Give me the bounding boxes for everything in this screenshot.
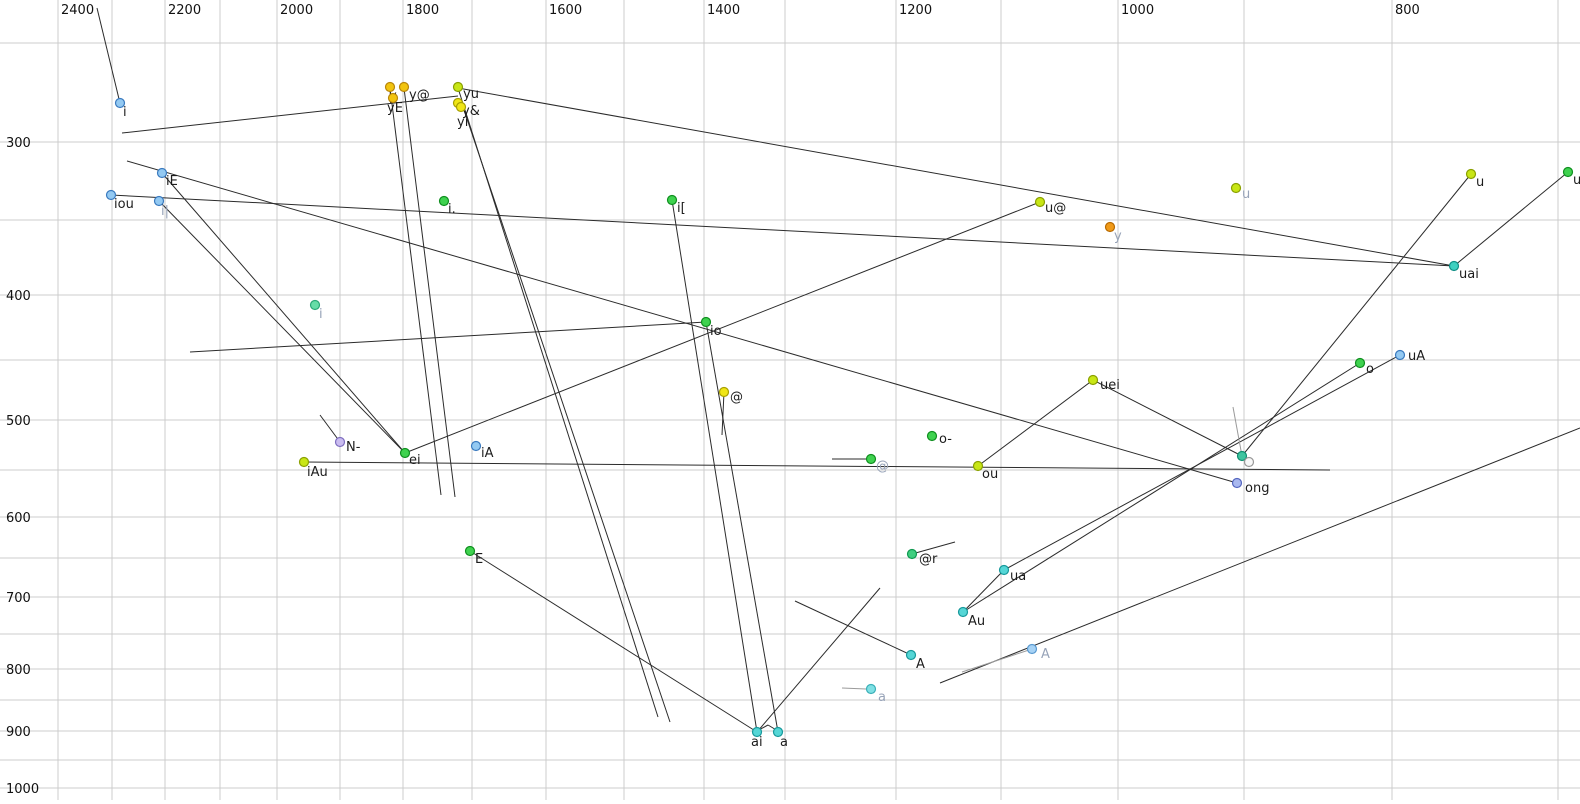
data-point-label-E-34: E	[475, 552, 483, 567]
data-point-label-i-0: i	[123, 105, 127, 120]
data-point-y_-2	[400, 83, 409, 92]
data-point-o-22	[1356, 359, 1365, 368]
y-axis-tick-label-600: 600	[6, 511, 31, 526]
data-point-label-_-20: @	[730, 390, 743, 405]
data-point-i_-11	[668, 196, 677, 205]
data-point-label-iou-8: iou	[114, 197, 134, 212]
data-point-ong-33	[1233, 479, 1242, 488]
x-axis-tick-label-1400: 1400	[707, 3, 740, 18]
data-point-u-14	[1232, 184, 1241, 193]
data-point-label-u_-12: u@	[1045, 201, 1066, 216]
y-axis-tick-label-500: 500	[6, 414, 31, 429]
x-axis-tick-label-1800: 1800	[406, 3, 439, 18]
data-point-E-34	[466, 547, 475, 556]
data-point-label-io-19: io	[710, 324, 722, 339]
data-point-label-iA-29: iA	[481, 446, 494, 461]
data-point-label-i_-9: i|	[161, 204, 169, 219]
x-axis-tick-label-2400: 2400	[61, 3, 94, 18]
data-point-label-uai-17: uai	[1459, 267, 1479, 282]
data-point-label-N_-27: N-	[346, 440, 361, 455]
data-point-label-a-40: a	[878, 690, 886, 705]
data-point-label-ou-26: ou	[982, 467, 998, 482]
data-point-label-ai-41: ai	[751, 735, 763, 750]
data-point-iA-29	[472, 442, 481, 451]
data-point-label-y-13: y	[1114, 229, 1122, 244]
x-axis-tick-label-1000: 1000	[1121, 3, 1154, 18]
data-point-label-a-42: a	[780, 735, 788, 750]
y-axis-tick-label-1000: 1000	[6, 782, 39, 797]
x-axis-tick-label-2200: 2200	[168, 3, 201, 18]
y-axis-tick-label-900: 900	[6, 725, 31, 740]
data-point-_-25	[867, 455, 876, 464]
data-point-label-o_-24: o-	[939, 432, 952, 447]
data-point-Au-37	[959, 608, 968, 617]
data-point-label-i-18: i	[319, 307, 323, 322]
data-point-label-o-22: o	[1366, 362, 1374, 377]
data-point-uei-21	[1089, 376, 1098, 385]
data-point-ua-36	[1000, 566, 1009, 575]
data-point-u_-12	[1036, 198, 1045, 207]
data-point-yi-6	[457, 103, 466, 112]
data-point-label-yu-4: yu	[463, 87, 479, 102]
data-point-label-A-38: A	[916, 657, 925, 672]
data-point-label-ei-28: ei	[409, 453, 421, 468]
data-point-label-u-15: u	[1476, 175, 1484, 190]
data-point-label-u-16: u	[1573, 173, 1580, 188]
data-point-label-uA-23: uA	[1408, 349, 1425, 364]
data-point-label-y_-2: y@	[409, 88, 430, 103]
data-point-uA-23	[1396, 351, 1405, 360]
data-point-uai-17	[1450, 262, 1459, 271]
data-point-u-15	[1467, 170, 1476, 179]
y-axis-tick-label-800: 800	[6, 663, 31, 678]
x-axis-tick-label-2000: 2000	[280, 3, 313, 18]
data-point-yu-4	[454, 83, 463, 92]
data-point-label-iAu-30: iAu	[307, 465, 328, 480]
data-point-label-_r-35: @r	[919, 552, 938, 567]
data-point-label-yi-6: yi	[457, 115, 468, 130]
data-point-label-A-39: A	[1041, 647, 1050, 662]
data-point-A-39	[1028, 645, 1037, 654]
data-point-N_-27	[336, 438, 345, 447]
data-point-label-i_-10: i.	[448, 202, 456, 217]
x-axis-tick-label-1600: 1600	[549, 3, 582, 18]
data-point-_-20	[720, 388, 729, 397]
data-point-label-Au-37: Au	[968, 614, 985, 629]
y-axis-tick-label-300: 300	[6, 136, 31, 151]
y-axis-tick-label-400: 400	[6, 289, 31, 304]
data-point-a-40	[867, 685, 876, 694]
data-point-label-i_-11: i[	[677, 201, 686, 216]
x-axis-tick-label-1200: 1200	[899, 3, 932, 18]
data-point-label-_-25: @	[876, 459, 889, 474]
data-point-u-16	[1564, 168, 1573, 177]
data-point-A-38	[907, 651, 916, 660]
data-point-label-ua-36: ua	[1010, 569, 1026, 584]
data-point-label-u-14: u	[1242, 187, 1250, 202]
y-axis-tick-label-700: 700	[6, 591, 31, 606]
data-point-o_-24	[928, 432, 937, 441]
data-point-label-yE-3: yE	[387, 101, 403, 116]
data-point-label-iE-7: iE	[166, 174, 178, 189]
data-point-label-uei-21: uei	[1100, 378, 1120, 393]
data-point-unlabeled-32	[1245, 458, 1254, 467]
data-point-_r-35	[908, 550, 917, 559]
x-axis-tick-label-800: 800	[1395, 3, 1420, 18]
data-point-label-ong-33: ong	[1245, 481, 1269, 496]
